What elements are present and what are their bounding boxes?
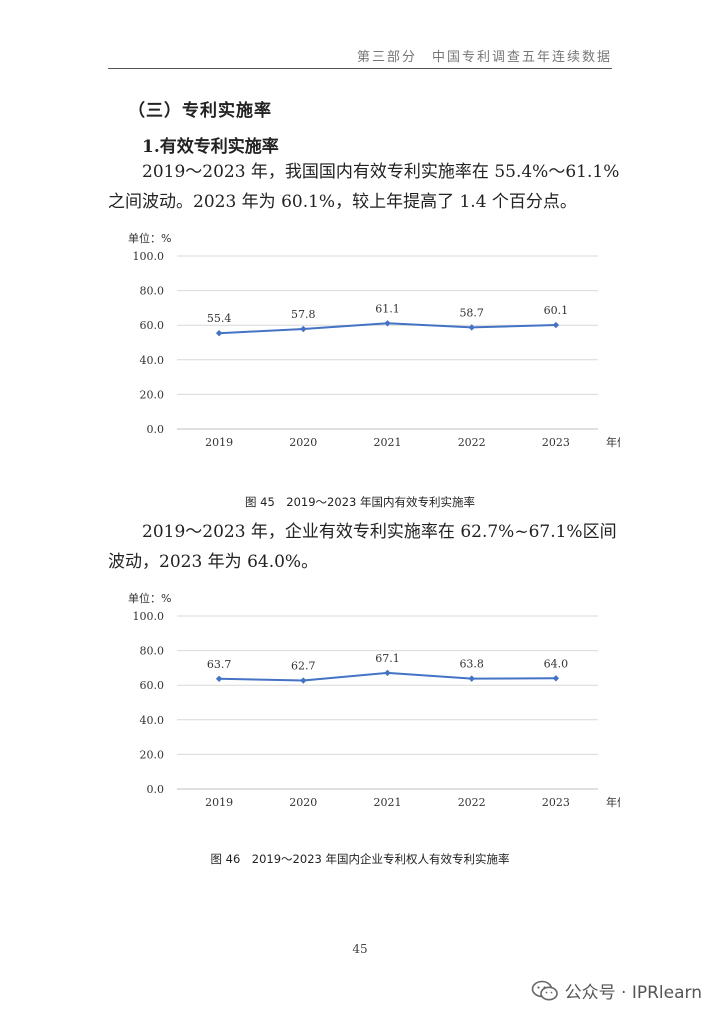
y-tick-label: 100.0 bbox=[133, 610, 165, 623]
x-tick-label: 2023 bbox=[542, 436, 570, 449]
data-point bbox=[215, 675, 223, 682]
x-tick-label: 2020 bbox=[289, 796, 317, 809]
y-tick-label: 0.0 bbox=[147, 423, 165, 436]
x-tick-label: 2023 bbox=[542, 796, 570, 809]
chart-domestic-patent-rate: 单位：% 0.0 20.0 40.0 60.0 80.0 100.0 2019 2020 2021… bbox=[120, 224, 620, 464]
y-tick-label: 60.0 bbox=[140, 319, 165, 332]
x-axis-label: 年份 bbox=[606, 435, 620, 449]
chart-svg: 单位：% 0.0 20.0 40.0 60.0 80.0 100.0 2019 2020 2021… bbox=[128, 591, 620, 809]
data-point bbox=[552, 321, 560, 329]
y-tick-label: 60.0 bbox=[140, 679, 165, 692]
x-tick-label: 2021 bbox=[374, 436, 402, 449]
data-label: 57.8 bbox=[291, 308, 316, 321]
wechat-logo-icon bbox=[531, 980, 558, 1000]
x-tick-label: 2021 bbox=[374, 796, 402, 809]
header-divider bbox=[108, 68, 612, 69]
subsection-title: 1.有效专利实施率 bbox=[142, 137, 279, 157]
paragraph-2: 2019～2023 年，企业有效专利实施率在 62.7%~67.1%区间波动，2… bbox=[108, 522, 617, 572]
x-tick-label: 2022 bbox=[458, 436, 486, 449]
running-header: 第三部分 中国专利调查五年连续数据 bbox=[356, 50, 612, 65]
data-label: 60.1 bbox=[544, 304, 569, 317]
data-label: 63.7 bbox=[207, 658, 232, 671]
y-tick-label: 0.0 bbox=[147, 783, 165, 796]
data-label: 61.1 bbox=[375, 302, 400, 315]
data-label: 64.0 bbox=[544, 657, 569, 670]
unit-label: 单位：% bbox=[128, 591, 171, 605]
x-tick-label: 2022 bbox=[458, 796, 486, 809]
watermark-text: 公众号 · IPRlearn bbox=[564, 983, 702, 1003]
data-label: 55.4 bbox=[207, 312, 232, 325]
chart-svg: 单位：% 0.0 20.0 40.0 60.0 80.0 100.0 2019 2020 2021… bbox=[128, 231, 620, 449]
y-tick-label: 80.0 bbox=[140, 645, 165, 658]
x-axis-label: 年份 bbox=[606, 795, 620, 809]
x-tick-label: 2019 bbox=[205, 796, 233, 809]
data-point bbox=[468, 675, 475, 682]
y-tick-label: 40.0 bbox=[140, 354, 165, 367]
data-point bbox=[300, 325, 307, 333]
chart-enterprise-patent-rate: 单位：% 0.0 20.0 40.0 60.0 80.0 100.0 2019 2020 2021… bbox=[120, 584, 620, 824]
data-point bbox=[384, 669, 391, 677]
x-tick-label: 2020 bbox=[289, 436, 317, 449]
y-tick-label: 20.0 bbox=[140, 748, 165, 761]
data-point bbox=[215, 329, 223, 337]
figure-caption-45: 图 45 2019～2023 年国内有效专利实施率 bbox=[245, 495, 475, 509]
data-point bbox=[300, 677, 307, 684]
data-label: 62.7 bbox=[291, 660, 316, 673]
y-tick-label: 40.0 bbox=[140, 714, 165, 727]
y-tick-label: 100.0 bbox=[133, 250, 165, 263]
watermark: 公众号 · IPRlearn bbox=[531, 978, 702, 1003]
data-label: 67.1 bbox=[375, 652, 400, 665]
data-point bbox=[552, 675, 560, 682]
unit-label: 单位：% bbox=[128, 231, 171, 245]
page-number: 45 bbox=[352, 942, 368, 956]
x-tick-label: 2019 bbox=[205, 436, 233, 449]
paragraph-1: 2019～2023 年，我国国内有效专利实施率在 55.4%～61.1%之间波动… bbox=[108, 162, 620, 212]
data-label: 63.8 bbox=[459, 658, 484, 671]
y-tick-label: 20.0 bbox=[140, 388, 165, 401]
y-tick-label: 80.0 bbox=[140, 285, 165, 298]
figure-caption-46: 图 46 2019～2023 年国内企业专利权人有效专利实施率 bbox=[210, 852, 510, 866]
data-label: 58.7 bbox=[459, 306, 484, 319]
data-point bbox=[468, 324, 475, 331]
data-point bbox=[384, 320, 391, 327]
section-title: （三）专利实施率 bbox=[128, 101, 272, 121]
